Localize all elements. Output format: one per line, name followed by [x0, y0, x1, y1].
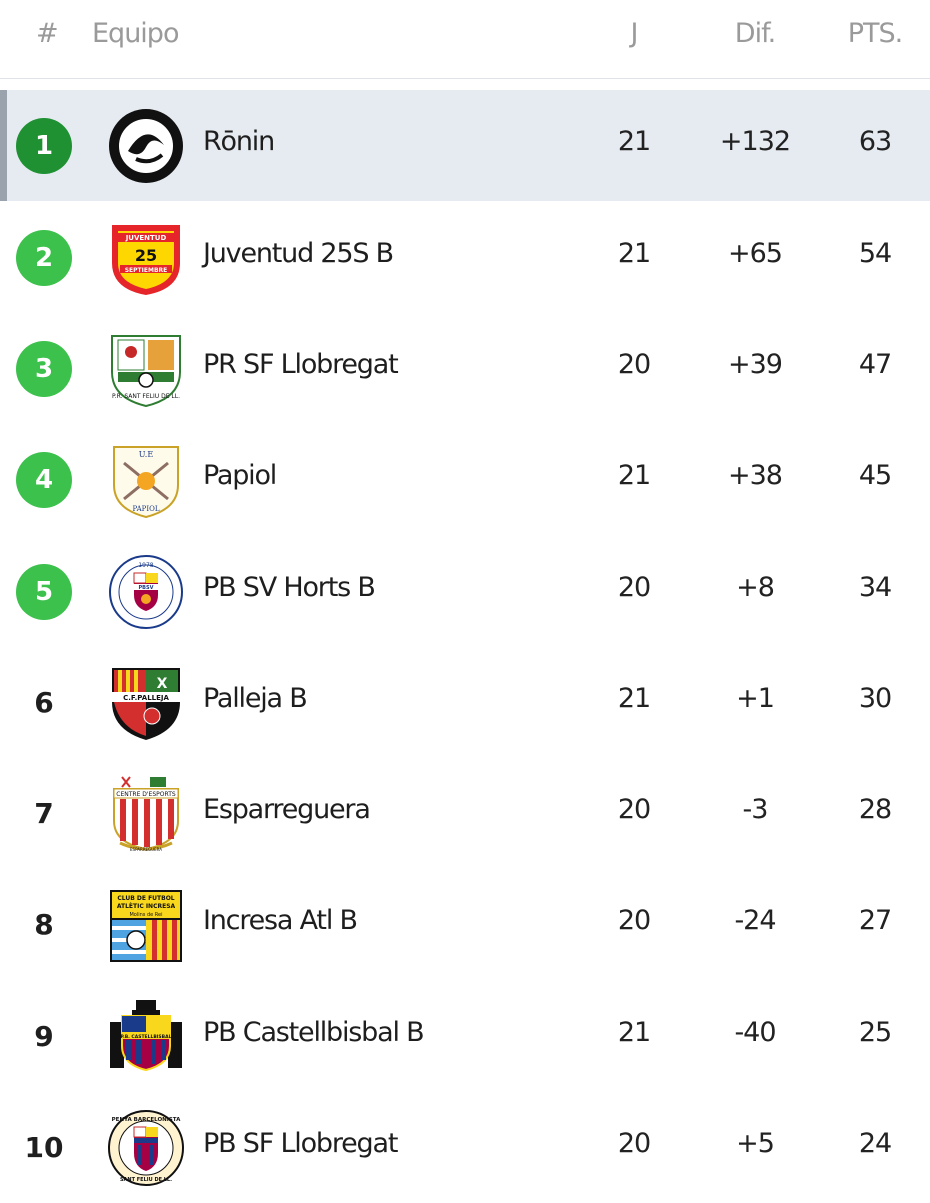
- ronin-crest-icon: [109, 109, 183, 183]
- points-value: 63: [858, 126, 892, 157]
- juventud-crest-text: JUVENTUD: [125, 234, 167, 242]
- castellbisbal-crest-text: P.B. CASTELLBISBAL: [121, 1034, 172, 1040]
- points-value: 47: [858, 349, 892, 380]
- played-value: 21: [617, 683, 651, 714]
- team-name[interactable]: Esparreguera: [203, 794, 371, 825]
- position-number: 8: [34, 908, 54, 941]
- pb-sv-crest-text: 1978: [138, 562, 153, 569]
- points-value: 24: [858, 1128, 892, 1159]
- incresa-crest-text: ATLÈTIC INCRESA: [117, 902, 176, 910]
- played-value: 20: [617, 572, 651, 603]
- papiol-crest-text: PAPIOL: [133, 505, 160, 513]
- pr-sf-crest-text: P.R. SANT FELIU DE LL.: [112, 393, 180, 400]
- diff-value: +8: [736, 572, 775, 603]
- position-number: 7: [34, 797, 54, 830]
- diff-value: +65: [728, 238, 783, 269]
- played-value: 20: [617, 1128, 651, 1159]
- points-value: 28: [858, 794, 892, 825]
- team-name[interactable]: PB SV Horts B: [203, 572, 376, 603]
- points-value: 30: [858, 683, 892, 714]
- pr-sf-llobregat-crest-icon: P.R. SANT FELIU DE LL.: [111, 335, 181, 408]
- header-position[interactable]: #: [36, 18, 59, 49]
- diff-value: -3: [742, 794, 769, 825]
- incresa-crest-icon: CLUB DE FUTBOL ATLÈTIC INCRESA Molins de…: [110, 890, 182, 962]
- played-value: 20: [617, 794, 651, 825]
- table-header: # Equipo J Dif. PTS.: [0, 0, 930, 79]
- team-name[interactable]: Juventud 25S B: [203, 238, 394, 269]
- pb-sf-crest-text: PENYA BARCELONISTA: [112, 1117, 181, 1123]
- diff-value: +1: [736, 683, 775, 714]
- diff-value: +39: [728, 349, 783, 380]
- table-row[interactable]: 4 U.E PAPIOL Papiol 21 +38 45: [0, 424, 930, 535]
- team-name[interactable]: Incresa Atl B: [203, 905, 358, 936]
- played-value: 21: [617, 238, 651, 269]
- position-badge: 5: [16, 564, 72, 620]
- points-value: 25: [858, 1017, 892, 1048]
- table-row[interactable]: 7 CENTRE D'ESPORTS ESPARREGUERA Esparreg…: [0, 758, 930, 869]
- diff-value: -24: [734, 905, 776, 936]
- points-value: 45: [858, 460, 892, 491]
- table-row[interactable]: 1 Rōnin 21 +132 63: [0, 90, 930, 201]
- points-value: 54: [858, 238, 892, 269]
- palleja-crest-icon: X C.F.PALLEJA: [112, 668, 180, 740]
- position-badge: 4: [16, 452, 72, 508]
- header-played[interactable]: J: [630, 18, 639, 49]
- team-name[interactable]: Papiol: [203, 460, 277, 491]
- team-name[interactable]: Palleja B: [203, 683, 308, 714]
- diff-value: +5: [736, 1128, 775, 1159]
- esparreguera-crest-text: ESPARREGUERA: [130, 847, 162, 852]
- table-row[interactable]: 8 CLUB DE FUTBOL ATLÈTIC INCRESA Molins …: [0, 869, 930, 980]
- played-value: 21: [617, 460, 651, 491]
- pb-sf-crest-text: SANT FELIU DE LL.: [120, 1177, 172, 1183]
- position-number: 6: [34, 686, 54, 719]
- pb-sf-llobregat-crest-icon: PENYA BARCELONISTA SANT FELIU DE LL.: [108, 1110, 184, 1186]
- position-number: 10: [24, 1131, 64, 1164]
- position-badge: 2: [16, 230, 72, 286]
- incresa-crest-text: CLUB DE FUTBOL: [117, 895, 174, 902]
- table-row[interactable]: 2 JUVENTUD 25 SEPTIEMBRE Juventud 25S B …: [0, 202, 930, 313]
- esparreguera-crest-icon: CENTRE D'ESPORTS ESPARREGUERA: [113, 776, 179, 852]
- header-points[interactable]: PTS.: [847, 18, 904, 49]
- juventud-crest-icon: JUVENTUD 25 SEPTIEMBRE: [112, 225, 180, 295]
- played-value: 20: [617, 349, 651, 380]
- position-number: 9: [34, 1020, 54, 1053]
- position-badge: 1: [16, 118, 72, 174]
- palleja-crest-text: X: [157, 676, 168, 692]
- pb-sv-horts-crest-icon: 1978 PBSV: [109, 555, 183, 629]
- table-row[interactable]: 9 P.B. CASTELLBISBAL PB Castellbisbal B …: [0, 981, 930, 1092]
- header-team[interactable]: Equipo: [92, 18, 179, 49]
- palleja-crest-text: C.F.PALLEJA: [123, 694, 169, 702]
- table-row[interactable]: 3 P.R. SANT FELIU DE LL. PR SF Llobregat…: [0, 313, 930, 424]
- esparreguera-crest-text: CENTRE D'ESPORTS: [116, 791, 176, 798]
- played-value: 20: [617, 905, 651, 936]
- juventud-crest-number: 25: [135, 246, 157, 265]
- diff-value: -40: [734, 1017, 776, 1048]
- papiol-crest-icon: U.E PAPIOL: [113, 446, 179, 519]
- castellbisbal-crest-icon: P.B. CASTELLBISBAL: [110, 1000, 182, 1072]
- diff-value: +38: [728, 460, 783, 491]
- papiol-crest-text: U.E: [139, 450, 154, 459]
- table-row[interactable]: 5 1978 PBSV PB SV Horts B 20 +8 34: [0, 536, 930, 647]
- header-diff[interactable]: Dif.: [734, 18, 776, 49]
- incresa-crest-text: Molins de Rei: [129, 912, 162, 918]
- team-name[interactable]: PR SF Llobregat: [203, 349, 399, 380]
- points-value: 27: [858, 905, 892, 936]
- table-row[interactable]: 6 X C.F.PALLEJA Palleja B 21 +1 30: [0, 647, 930, 758]
- played-value: 21: [617, 126, 651, 157]
- team-name[interactable]: PB Castellbisbal B: [203, 1017, 425, 1048]
- table-row[interactable]: 10 PENYA BARCELONISTA SANT FELIU DE LL. …: [0, 1092, 930, 1203]
- team-name[interactable]: Rōnin: [203, 126, 275, 157]
- diff-value: +132: [719, 126, 791, 157]
- played-value: 21: [617, 1017, 651, 1048]
- pb-sv-crest-text: PBSV: [139, 585, 154, 591]
- team-name[interactable]: PB SF Llobregat: [203, 1128, 398, 1159]
- points-value: 34: [858, 572, 892, 603]
- position-badge: 3: [16, 341, 72, 397]
- juventud-crest-text: SEPTIEMBRE: [125, 267, 168, 274]
